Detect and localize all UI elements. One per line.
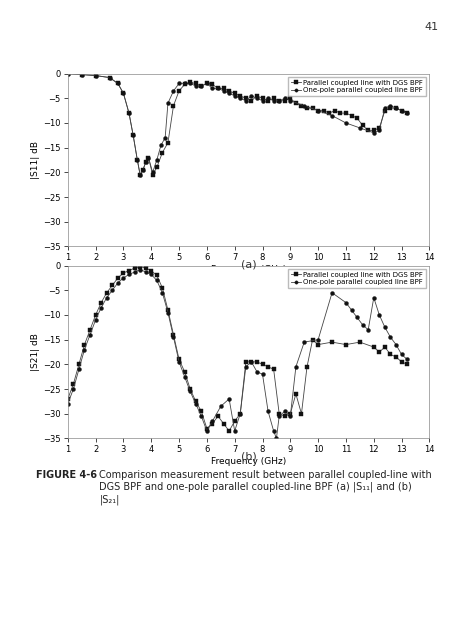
Legend: Parallel coupled line with DGS BPF, One-pole parallel coupled line BPF: Parallel coupled line with DGS BPF, One-… <box>287 77 425 96</box>
One-pole parallel coupled line BPF <box>137 266 143 273</box>
One-pole parallel coupled line BPF <box>115 79 120 87</box>
Parallel coupled line with DGS BPF <box>404 109 409 117</box>
Text: (a): (a) <box>240 259 256 269</box>
Text: 41: 41 <box>423 22 437 33</box>
One-pole parallel coupled line BPF <box>273 435 279 442</box>
One-pole parallel coupled line BPF <box>204 427 209 435</box>
Line: One-pole parallel coupled line BPF: One-pole parallel coupled line BPF <box>66 72 408 177</box>
One-pole parallel coupled line BPF <box>176 79 181 87</box>
Parallel coupled line with DGS BPF <box>193 79 198 87</box>
Text: (b): (b) <box>240 451 256 461</box>
Line: Parallel coupled line with DGS BPF: Parallel coupled line with DGS BPF <box>66 72 408 177</box>
Y-axis label: |S21| dB: |S21| dB <box>32 333 40 371</box>
One-pole parallel coupled line BPF <box>137 171 143 179</box>
One-pole parallel coupled line BPF <box>259 97 265 104</box>
Parallel coupled line with DGS BPF <box>404 360 409 368</box>
Parallel coupled line with DGS BPF <box>248 358 253 365</box>
One-pole parallel coupled line BPF <box>248 92 253 100</box>
Parallel coupled line with DGS BPF <box>187 79 193 86</box>
One-pole parallel coupled line BPF <box>65 400 70 408</box>
Line: Parallel coupled line with DGS BPF: Parallel coupled line with DGS BPF <box>66 265 408 433</box>
One-pole parallel coupled line BPF <box>404 356 409 364</box>
Y-axis label: |S11| dB: |S11| dB <box>32 141 40 179</box>
Parallel coupled line with DGS BPF <box>276 410 281 417</box>
Parallel coupled line with DGS BPF <box>309 336 315 344</box>
X-axis label: Frequency (GHz): Frequency (GHz) <box>211 265 285 274</box>
X-axis label: Frequency (GHz): Frequency (GHz) <box>211 457 285 466</box>
Parallel coupled line with DGS BPF <box>137 171 143 179</box>
Parallel coupled line with DGS BPF <box>137 263 143 271</box>
Parallel coupled line with DGS BPF <box>287 95 292 102</box>
One-pole parallel coupled line BPF <box>293 363 298 371</box>
One-pole parallel coupled line BPF <box>65 70 70 77</box>
One-pole parallel coupled line BPF <box>287 412 292 420</box>
Line: One-pole parallel coupled line BPF: One-pole parallel coupled line BPF <box>66 268 408 440</box>
Parallel coupled line with DGS BPF <box>181 368 187 376</box>
Parallel coupled line with DGS BPF <box>65 70 70 77</box>
Parallel coupled line with DGS BPF <box>165 139 170 147</box>
One-pole parallel coupled line BPF <box>76 365 82 373</box>
Parallel coupled line with DGS BPF <box>143 159 148 166</box>
Parallel coupled line with DGS BPF <box>265 363 270 371</box>
Legend: Parallel coupled line with DGS BPF, One-pole parallel coupled line BPF: Parallel coupled line with DGS BPF, One-… <box>287 269 425 288</box>
Parallel coupled line with DGS BPF <box>70 380 76 388</box>
Text: Comparison measurement result between parallel coupled-line with
DGS BPF and one: Comparison measurement result between pa… <box>99 470 431 504</box>
One-pole parallel coupled line BPF <box>387 102 392 109</box>
One-pole parallel coupled line BPF <box>404 109 409 117</box>
Parallel coupled line with DGS BPF <box>65 395 70 403</box>
One-pole parallel coupled line BPF <box>154 276 159 284</box>
One-pole parallel coupled line BPF <box>209 84 215 92</box>
Text: FIGURE 4-6: FIGURE 4-6 <box>36 470 97 481</box>
Parallel coupled line with DGS BPF <box>226 427 231 435</box>
Parallel coupled line with DGS BPF <box>176 87 181 95</box>
One-pole parallel coupled line BPF <box>82 346 87 353</box>
